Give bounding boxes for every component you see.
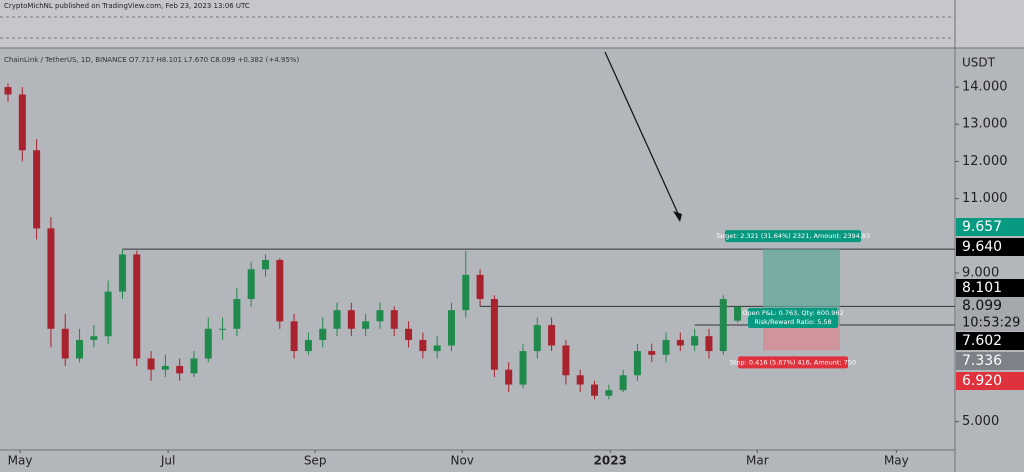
- header: CryptoMichNL published on TradingView.co…: [4, 2, 250, 10]
- price-tag-label: 8.099: [962, 298, 1002, 314]
- candle-body: [233, 299, 241, 329]
- pnl-label: Open P&L: 0.763, Qty: 600.962: [742, 309, 843, 317]
- x-tick-label: Nov: [450, 454, 473, 468]
- candle-body: [691, 336, 699, 346]
- price-tag-label: 8.101: [962, 280, 1002, 296]
- y-tick-label: 13.000: [962, 117, 1008, 132]
- candle-body: [447, 310, 455, 346]
- price-tag-label: 9.657: [962, 219, 1002, 235]
- candle-body: [104, 291, 112, 337]
- candle-body: [390, 310, 398, 329]
- candle-body: [605, 390, 613, 396]
- price-tag: [956, 332, 1024, 350]
- candle-body: [734, 306, 742, 321]
- x-tick-label: May: [8, 454, 33, 468]
- candle-body: [548, 325, 556, 346]
- y-tick-label: 5.000: [962, 414, 999, 429]
- candle-body: [33, 150, 41, 229]
- candle-body: [362, 321, 370, 329]
- candle-body: [304, 339, 312, 352]
- stop-label: Stop: 0.416 (5.67%) 416, Amount: 750: [730, 358, 856, 366]
- symbol-line: ChainLink / TetherUS, 1D, BINANCE O7.717…: [4, 56, 299, 64]
- y-tick-label: 12.000: [962, 154, 1008, 169]
- candle-body: [161, 365, 169, 370]
- candle-body: [648, 351, 656, 355]
- candle-body: [576, 375, 584, 385]
- candle-body: [376, 310, 384, 322]
- countdown-box: [956, 315, 1024, 331]
- candle-body: [562, 345, 570, 376]
- candle-body: [133, 254, 141, 359]
- oscillator-panel: [0, 0, 1024, 48]
- candle-body: [290, 321, 298, 352]
- candle-body: [333, 310, 341, 329]
- price-tag: [956, 297, 1024, 315]
- candle-body: [319, 328, 327, 340]
- candle-body: [519, 351, 527, 385]
- candle-body: [433, 345, 441, 352]
- candle-body: [90, 336, 98, 340]
- candle-body: [462, 274, 470, 311]
- y-tick-label: 14.000: [962, 80, 1008, 95]
- x-tick-label: Jul: [160, 454, 175, 468]
- candle-body: [476, 274, 484, 300]
- countdown: 10:53:29: [962, 316, 1020, 331]
- price-tag-label: 7.336: [962, 353, 1002, 369]
- axis-unit: USDT: [962, 56, 996, 70]
- target-label: Target: 2.321 (31.64%) 2321, Amount: 239…: [715, 232, 870, 240]
- candle-body: [190, 358, 198, 374]
- stop-label-box: [738, 356, 848, 369]
- candle-body: [247, 269, 255, 300]
- arrow-head: [673, 211, 682, 222]
- candle-body: [633, 351, 641, 376]
- candle-body: [419, 339, 427, 352]
- pnl-box: [748, 308, 838, 328]
- arrow: [604, 51, 681, 219]
- x-tick-label: Mar: [746, 454, 769, 468]
- price-tag-label: 7.602: [962, 333, 1002, 349]
- candle-body: [405, 328, 413, 340]
- candle-body: [4, 87, 12, 95]
- candle-body: [18, 94, 26, 151]
- x-tick-label: 2023: [594, 454, 627, 468]
- candle-body: [147, 358, 155, 370]
- candle-body: [61, 328, 69, 359]
- candle-body: [118, 254, 126, 292]
- stop-zone: [763, 324, 840, 351]
- price-tag-label: 9.640: [962, 239, 1002, 255]
- y-tick-label: 11.000: [962, 191, 1008, 206]
- candle-body: [76, 339, 84, 359]
- price-tag: [956, 218, 1024, 236]
- price-tag: [956, 279, 1024, 297]
- y-tick-label: 9.000: [962, 265, 999, 280]
- candle-body: [719, 299, 727, 352]
- candle-body: [490, 299, 498, 370]
- candle-body: [176, 365, 184, 374]
- candle-body: [662, 339, 670, 355]
- candle-body: [533, 325, 541, 352]
- price-tag-label: 6.920: [962, 373, 1002, 389]
- candle-body: [505, 369, 513, 385]
- candle-body: [347, 310, 355, 329]
- candle-body: [676, 339, 684, 346]
- candle-body: [204, 328, 212, 359]
- x-tick-label: Sep: [304, 454, 327, 468]
- rr-label: Risk/Reward Ratio: 5.58: [754, 318, 831, 326]
- x-tick-label: May: [884, 454, 909, 468]
- price-tag: [956, 238, 1024, 256]
- price-tag: [956, 372, 1024, 390]
- price-tag: [956, 352, 1024, 370]
- candle-body: [219, 328, 227, 330]
- candle-body: [47, 228, 55, 329]
- candle-body: [262, 259, 270, 270]
- candle-body: [705, 336, 713, 352]
- target-label-box: [725, 230, 861, 243]
- candle-body: [619, 375, 627, 391]
- candle-body: [276, 259, 284, 322]
- candle-body: [591, 384, 599, 396]
